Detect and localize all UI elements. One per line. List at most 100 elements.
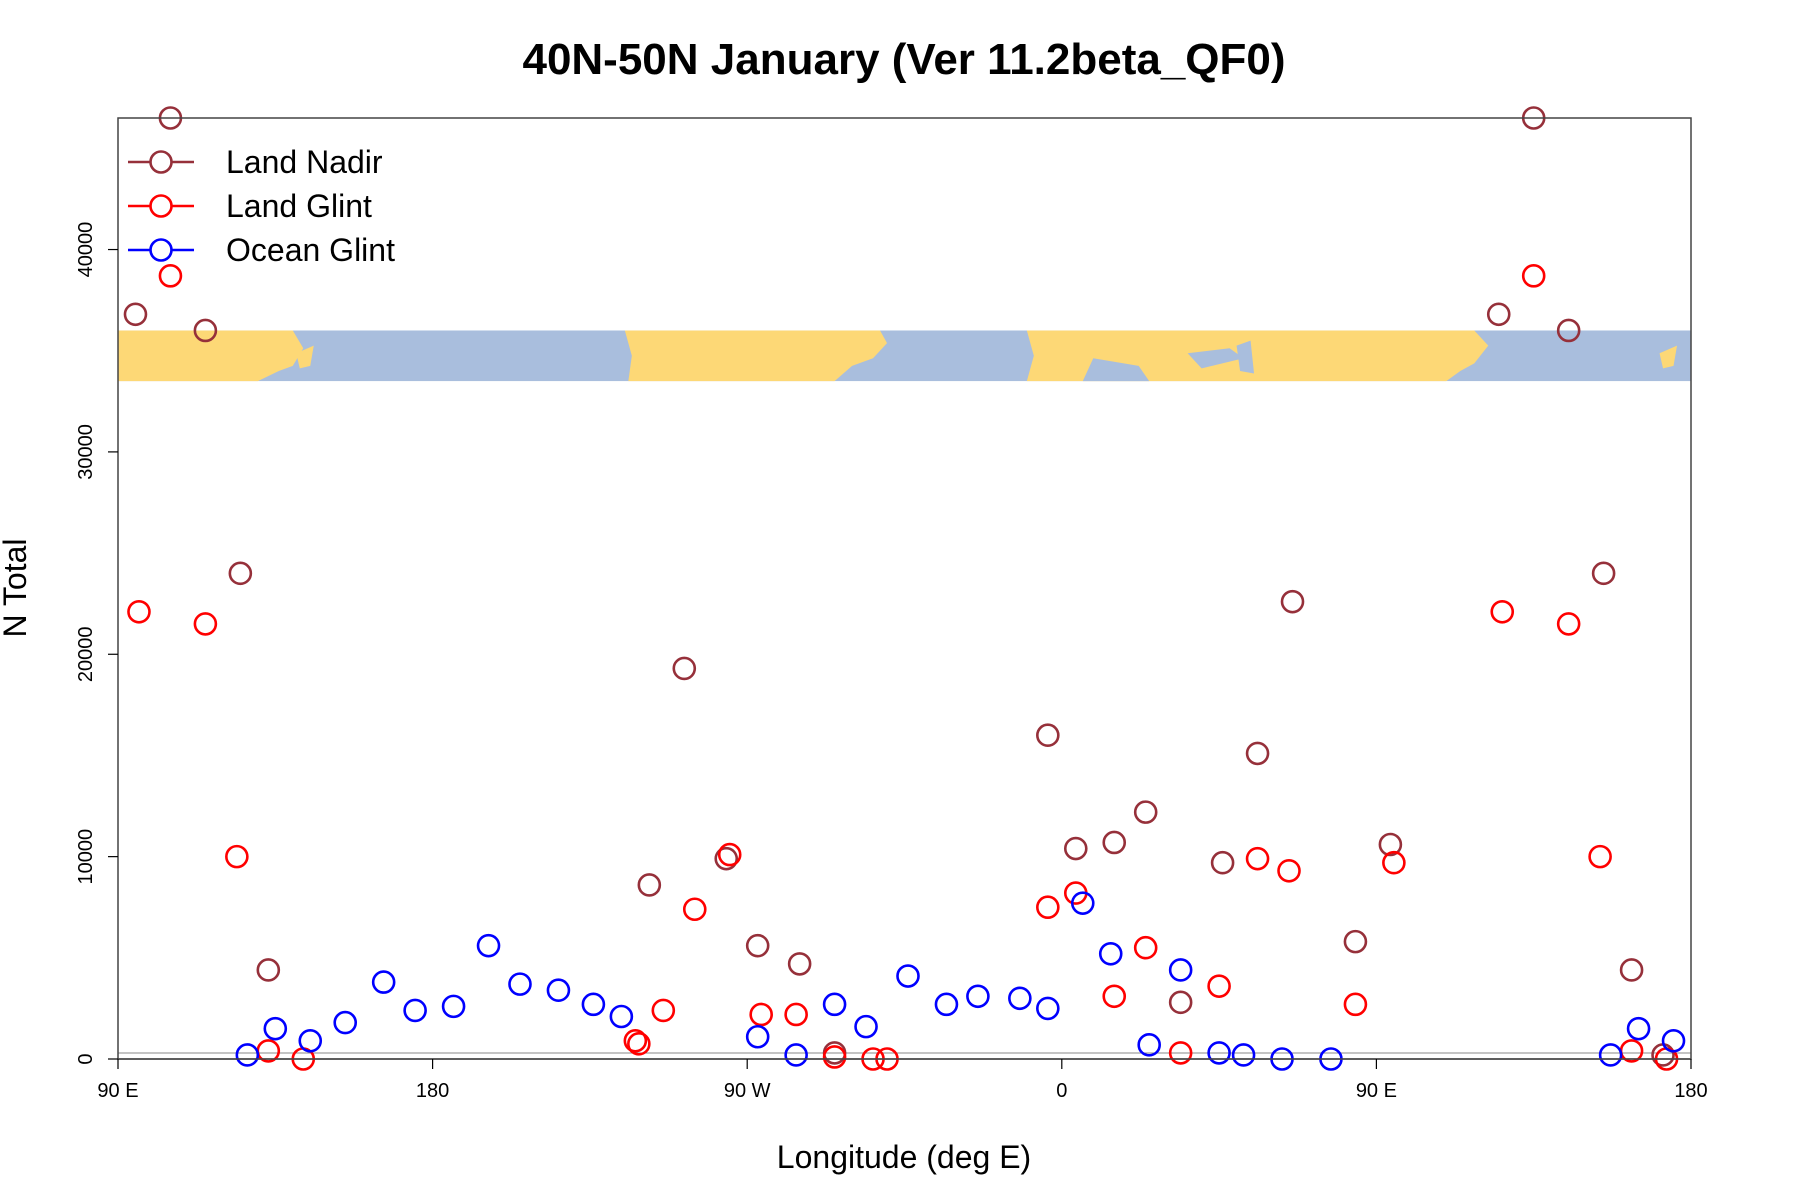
legend-label: Land Glint bbox=[226, 188, 372, 224]
y-tick-label: 20000 bbox=[75, 626, 97, 682]
x-tick-label: 90 E bbox=[1356, 1080, 1397, 1102]
data-point bbox=[1382, 850, 1406, 875]
series-land-glint bbox=[127, 264, 1679, 1071]
data-point bbox=[263, 1016, 288, 1041]
data-point bbox=[1588, 844, 1612, 869]
data-point bbox=[1008, 986, 1032, 1011]
data-point bbox=[1168, 1041, 1193, 1065]
data-point bbox=[745, 933, 770, 958]
data-point bbox=[1207, 974, 1231, 998]
reference-lines bbox=[118, 1052, 1691, 1060]
data-point bbox=[235, 1043, 260, 1067]
data-point bbox=[784, 1002, 808, 1027]
map-land-japan-east bbox=[1659, 345, 1678, 369]
data-point bbox=[717, 842, 742, 867]
series-ocean-glint bbox=[235, 891, 1686, 1071]
data-point bbox=[1245, 846, 1270, 871]
axes: 90 E 180 90 W 0 90 E 180 0 10000 20000 30000 40000 bbox=[75, 222, 1708, 1102]
data-point bbox=[123, 302, 148, 327]
data-point bbox=[298, 1028, 323, 1053]
data-point bbox=[1591, 561, 1616, 586]
x-axis-label: Longitude (deg E) bbox=[777, 1139, 1031, 1175]
chart-title: 40N-50N January (Ver 11.2beta_QF0) bbox=[522, 35, 1285, 84]
map-black-sea bbox=[1187, 348, 1244, 369]
data-point bbox=[1168, 990, 1193, 1015]
map-land-japan-west bbox=[296, 345, 314, 369]
data-points bbox=[123, 106, 1686, 1071]
data-point bbox=[1343, 992, 1368, 1017]
data-point bbox=[682, 897, 707, 922]
x-tick-label: 180 bbox=[1674, 1080, 1707, 1102]
map-land-north-america bbox=[624, 330, 888, 382]
data-point bbox=[1626, 1016, 1651, 1041]
map-land-asia-west bbox=[118, 330, 304, 382]
data-point bbox=[256, 958, 281, 982]
data-point bbox=[714, 846, 739, 871]
map-caspian-sea bbox=[1236, 340, 1255, 374]
series-land-nadir bbox=[123, 106, 1675, 1067]
data-point bbox=[1490, 599, 1515, 624]
data-point bbox=[1133, 800, 1158, 824]
data-point bbox=[784, 1043, 808, 1067]
data-point bbox=[651, 998, 676, 1023]
data-point bbox=[546, 978, 571, 1002]
y-tick-label: 40000 bbox=[75, 222, 97, 278]
data-point bbox=[1098, 941, 1123, 966]
data-point bbox=[1556, 318, 1581, 343]
data-point bbox=[403, 998, 427, 1023]
data-point bbox=[371, 970, 396, 994]
data-point bbox=[822, 1045, 847, 1069]
data-point bbox=[1661, 1028, 1686, 1053]
data-point bbox=[966, 984, 990, 1009]
data-point bbox=[934, 992, 959, 1017]
data-point bbox=[1133, 935, 1158, 960]
x-tick-label: 180 bbox=[416, 1080, 449, 1102]
map-land-newfoundland bbox=[852, 330, 874, 356]
map-land-eurasia bbox=[1026, 330, 1489, 382]
data-point bbox=[1277, 858, 1301, 883]
data-point bbox=[1102, 830, 1127, 855]
data-point bbox=[787, 952, 812, 976]
data-point bbox=[228, 561, 253, 586]
y-tick-label: 10000 bbox=[75, 829, 97, 885]
data-point bbox=[627, 1032, 651, 1056]
legend: Land Nadir Land Glint Ocean Glint bbox=[128, 144, 395, 268]
data-point bbox=[1036, 723, 1060, 748]
legend-label: Ocean Glint bbox=[226, 232, 395, 268]
data-point bbox=[1210, 850, 1235, 875]
x-tick-label: 90 E bbox=[97, 1080, 138, 1102]
data-point bbox=[193, 612, 218, 636]
data-point bbox=[1598, 1043, 1623, 1067]
data-point bbox=[1343, 929, 1368, 954]
data-point bbox=[225, 844, 249, 869]
data-point bbox=[158, 264, 183, 288]
data-point bbox=[854, 1014, 878, 1039]
y-tick-label: 30000 bbox=[75, 424, 97, 480]
data-point bbox=[1036, 996, 1060, 1021]
data-point bbox=[333, 1010, 358, 1035]
data-point bbox=[609, 1004, 634, 1029]
data-point bbox=[1378, 832, 1403, 857]
data-point bbox=[1168, 958, 1193, 982]
data-point bbox=[1063, 836, 1088, 861]
data-point bbox=[1231, 1043, 1256, 1067]
x-tick-label: 0 bbox=[1056, 1080, 1067, 1102]
data-point bbox=[1207, 1041, 1231, 1065]
data-point bbox=[508, 972, 532, 996]
data-point bbox=[623, 1028, 648, 1053]
data-point bbox=[1102, 984, 1127, 1009]
data-point bbox=[672, 656, 697, 681]
data-point bbox=[193, 318, 218, 343]
data-point bbox=[1521, 264, 1546, 288]
data-point bbox=[822, 992, 847, 1017]
world-map-strip bbox=[118, 330, 1691, 382]
data-point bbox=[1619, 958, 1644, 982]
data-point bbox=[581, 992, 606, 1017]
legend-label: Land Nadir bbox=[226, 144, 383, 180]
data-point bbox=[1036, 895, 1060, 920]
legend-marker bbox=[149, 150, 173, 174]
data-point bbox=[127, 599, 151, 624]
data-point bbox=[1486, 302, 1511, 327]
